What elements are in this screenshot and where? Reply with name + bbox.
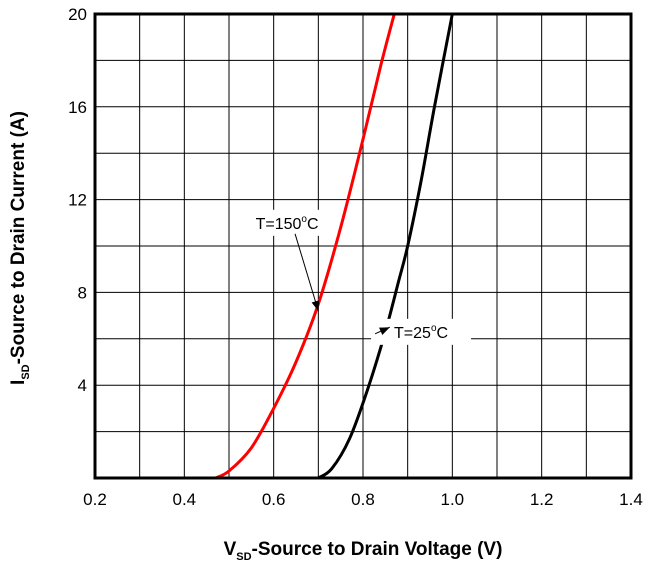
series-line-0 (214, 13, 396, 480)
x-tick-label: 0.8 (351, 490, 375, 509)
annotation-leader-0 (294, 233, 319, 312)
x-axis-title-main: V (224, 539, 237, 560)
y-tick-label: 16 (68, 98, 87, 117)
series-line-1 (317, 13, 454, 480)
x-axis-title-rest: -Source to Drain Voltage (V) (252, 539, 503, 560)
x-tick-label: 1.0 (441, 490, 465, 509)
x-tick-label: 0.6 (262, 490, 286, 509)
y-axis-title-rest: -Source to Drain Current (A) (8, 111, 29, 364)
series-label-unit: C (437, 325, 449, 342)
y-tick-label: 12 (68, 191, 87, 210)
series-label-main: T=150 (256, 216, 302, 233)
x-tick-label: 0.2 (83, 490, 107, 509)
annotation-label-bg (237, 209, 338, 236)
series-label-main: T=25 (394, 325, 431, 342)
series-lines (214, 13, 454, 480)
x-axis-title: VSD-Source to Drain Voltage (V) (224, 539, 503, 563)
x-tick-label: 1.2 (530, 490, 554, 509)
plot-area-frame (93, 12, 633, 480)
y-axis-title-main: I (8, 380, 29, 385)
annotation-arrowhead-0 (311, 300, 320, 311)
series-label-0: T=150oC (256, 214, 319, 233)
tick-labels: 0.2 0.4 0.6 0.8 1.0 1.2 1.4 4 8 12 16 20 (68, 5, 643, 509)
series-label-unit: C (307, 216, 319, 233)
y-tick-label: 20 (68, 5, 87, 24)
series-label-degree: o (301, 214, 307, 225)
x-tick-label: 1.4 (619, 490, 643, 509)
annotation-arrowhead-1 (379, 327, 390, 335)
x-axis-title-sub: SD (236, 551, 251, 563)
series-label-degree: o (431, 323, 437, 334)
y-axis-title: ISD-Source to Drain Current (A) (8, 111, 32, 385)
series-label-1: T=25oC (394, 323, 448, 342)
y-tick-label: 8 (78, 283, 87, 302)
y-tick-label: 4 (78, 376, 87, 395)
x-tick-label: 0.4 (173, 490, 197, 509)
grid-lines (95, 14, 631, 478)
y-axis-title-sub: SD (20, 364, 32, 379)
annotation-label-bg (371, 318, 472, 345)
